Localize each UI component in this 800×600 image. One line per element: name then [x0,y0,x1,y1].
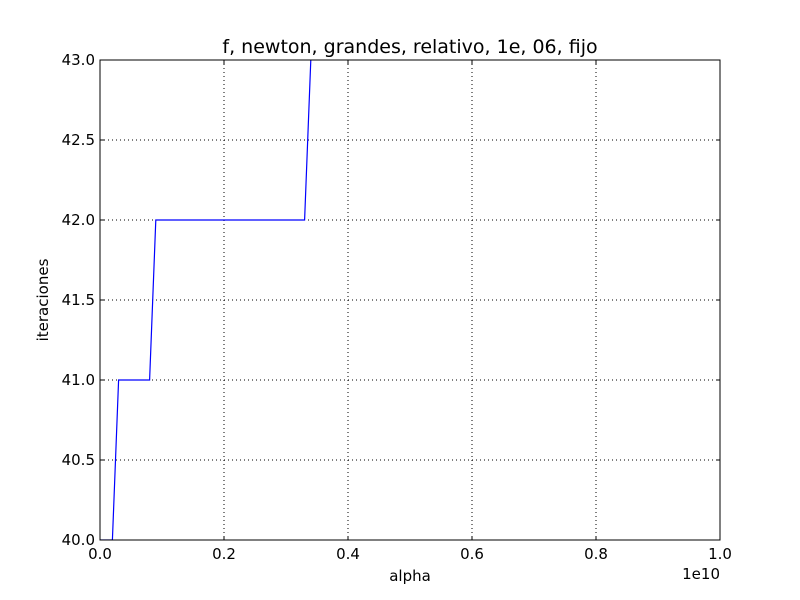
y-tick-label: 42.0 [62,211,95,229]
chart-title: f, newton, grandes, relativo, 1e, 06, fi… [222,36,597,58]
series-line [100,60,312,540]
y-tick-label: 43.0 [62,51,95,69]
tick-layer: 0.0 0.2 0.4 0.6 0.8 1.0 40.0 40.5 41.0 41.5 42.0 42… [62,51,732,563]
y-tick-label: 41.0 [62,371,95,389]
y-tick-label: 40.0 [62,531,95,549]
x-tick-label: 0.8 [584,545,608,563]
x-axis-label: alpha [389,567,431,585]
x-tick-label: 0.4 [336,545,360,563]
x-axis-offset-label: 1e10 [682,565,720,583]
x-tick-label: 0.6 [460,545,484,563]
series-layer [100,60,312,540]
y-tick-label: 41.5 [62,291,95,309]
y-tick-label: 42.5 [62,131,95,149]
y-tick-label: 40.5 [62,451,95,469]
y-axis-label: iteraciones [34,258,52,341]
x-tick-label: 0.2 [212,545,236,563]
x-tick-label: 1.0 [708,545,732,563]
x-tick-label: 0.0 [88,545,112,563]
grid-layer [100,60,720,540]
